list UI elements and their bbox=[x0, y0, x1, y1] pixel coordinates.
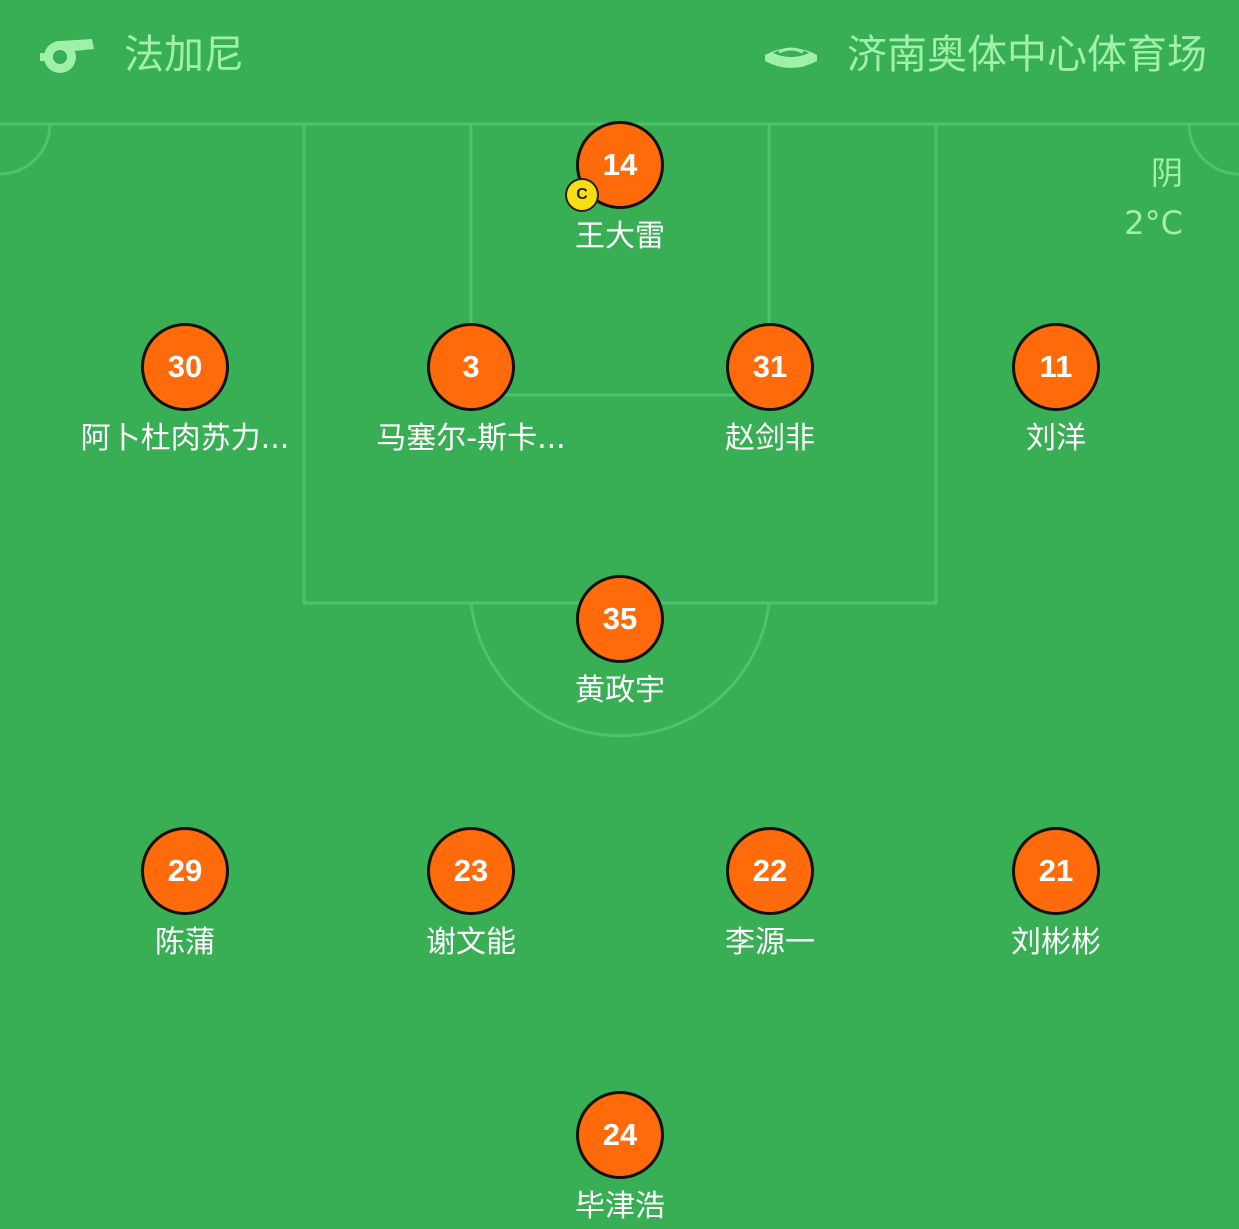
player-number-disc: 11 bbox=[1012, 323, 1100, 411]
player-number: 29 bbox=[167, 853, 203, 888]
match-info-header: 法加尼 济南奥体中心体育场 bbox=[0, 0, 1239, 123]
player-number: 22 bbox=[752, 853, 788, 888]
player[interactable]: 21 刘彬彬 bbox=[906, 827, 1206, 963]
player[interactable]: 11 刘洋 bbox=[906, 323, 1206, 459]
player[interactable]: 24 毕津浩 bbox=[470, 1091, 770, 1227]
player-number-disc: 31 bbox=[726, 323, 814, 411]
player-number: 14 bbox=[602, 147, 638, 182]
referee-info: 法加尼 bbox=[38, 28, 244, 82]
player[interactable]: 35 黄政宇 bbox=[470, 575, 770, 711]
whistle-icon bbox=[40, 39, 94, 73]
player-number: 30 bbox=[167, 349, 203, 384]
player-number: 31 bbox=[752, 349, 788, 384]
player[interactable]: 30 阿卜杜肉苏力... bbox=[35, 323, 335, 459]
weather-temperature: 2°C bbox=[1124, 204, 1183, 242]
player[interactable]: 22 李源一 bbox=[620, 827, 920, 963]
player-number-disc: 21 bbox=[1012, 827, 1100, 915]
player-number-disc: 30 bbox=[141, 323, 229, 411]
stadium-icon bbox=[765, 47, 817, 68]
player-name: 刘洋 bbox=[1026, 421, 1086, 456]
player[interactable]: 31 赵剑非 bbox=[620, 323, 920, 459]
player-name: 毕津浩 bbox=[575, 1189, 665, 1224]
player[interactable]: 3 马塞尔-斯卡... bbox=[321, 323, 621, 459]
player-name: 赵剑非 bbox=[725, 421, 815, 456]
player-number: 35 bbox=[602, 601, 638, 636]
player-name: 王大雷 bbox=[575, 219, 665, 254]
player-name: 黄政宇 bbox=[575, 673, 665, 708]
player-name: 阿卜杜肉苏力... bbox=[80, 421, 290, 456]
player[interactable]: 23 谢文能 bbox=[321, 827, 621, 963]
player-number-disc: 35 bbox=[576, 575, 664, 663]
player-name: 谢文能 bbox=[426, 925, 516, 960]
player-number-disc: 23 bbox=[427, 827, 515, 915]
player-number: 23 bbox=[453, 853, 489, 888]
referee-name: 法加尼 bbox=[124, 32, 244, 78]
player-number-disc: 3 bbox=[427, 323, 515, 411]
player-goalkeeper[interactable]: 14 C 王大雷 bbox=[470, 121, 770, 257]
player[interactable]: 29 陈蒲 bbox=[35, 827, 335, 963]
player-name: 李源一 bbox=[725, 925, 815, 960]
player-number-disc: 24 bbox=[576, 1091, 664, 1179]
player-name: 马塞尔-斯卡... bbox=[376, 421, 566, 456]
venue-info: 济南奥体中心体育场 bbox=[763, 28, 1207, 82]
player-number-disc: 22 bbox=[726, 827, 814, 915]
player-number: 3 bbox=[462, 349, 480, 384]
player-name: 陈蒲 bbox=[155, 925, 215, 960]
player-name: 刘彬彬 bbox=[1011, 925, 1101, 960]
weather-info: 阴 2°C bbox=[1124, 148, 1183, 248]
player-number: 24 bbox=[602, 1117, 638, 1152]
player-number: 11 bbox=[1039, 349, 1073, 384]
player-number: 21 bbox=[1038, 853, 1074, 888]
venue-name: 济南奥体中心体育场 bbox=[847, 32, 1207, 78]
player-number-disc: 29 bbox=[141, 827, 229, 915]
weather-condition: 阴 bbox=[1150, 154, 1183, 192]
player-number-disc: 14 C bbox=[565, 121, 664, 212]
captain-badge: C bbox=[565, 178, 599, 212]
